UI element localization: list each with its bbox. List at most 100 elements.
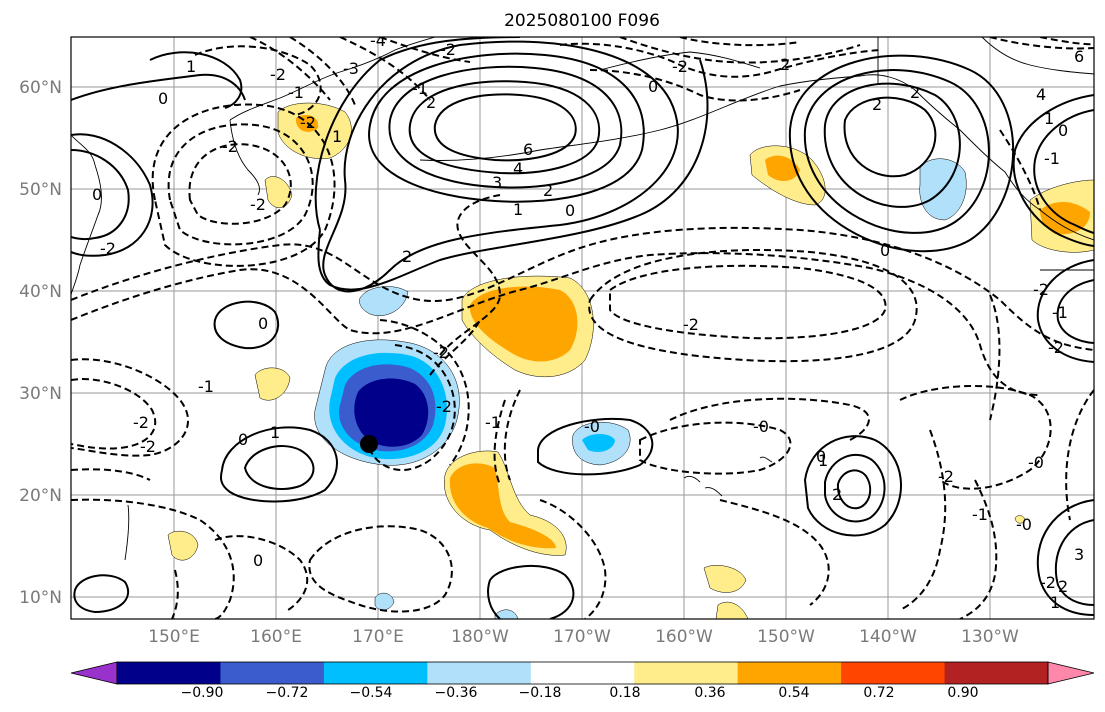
contour-label: 2 <box>402 247 412 266</box>
lat-label: 60°N <box>19 78 62 98</box>
contour-label: -0 <box>1016 515 1032 534</box>
contour-label: 0 <box>92 185 102 204</box>
contour-label: 0 <box>565 201 575 220</box>
contour-label: -2 <box>672 57 688 76</box>
colorbar <box>70 661 1095 685</box>
contour-label: -0 <box>1028 453 1044 472</box>
contour-label: 4 <box>1036 85 1046 104</box>
colorbar-tick-label: 0.72 <box>863 685 894 701</box>
latitude-labels: 60°N 50°N 40°N 30°N 20°N 10°N <box>19 78 62 608</box>
colorbar-segment <box>530 662 635 684</box>
colorbar-tick-label: 0.90 <box>947 685 978 701</box>
colorbar-segment <box>117 662 221 684</box>
negative-contours <box>71 37 1094 619</box>
contour-label: -1 <box>1052 303 1068 322</box>
contour-label: -2 <box>1040 573 1056 592</box>
lon-label: 180°W <box>451 627 509 647</box>
contour-label: 2 <box>780 55 790 74</box>
contour-label: -2 <box>140 437 156 456</box>
contour-label: -1 <box>198 377 214 396</box>
contour-label: -2 <box>300 113 316 132</box>
contour-label: -2 <box>100 239 116 258</box>
contour-label: -2 <box>440 40 456 59</box>
contour-label: -2 <box>270 65 286 84</box>
contour-label: -4 <box>370 31 386 50</box>
lon-label: 170°E <box>352 627 404 647</box>
contour-label: -1 <box>288 83 304 102</box>
contour-label: 2 <box>872 95 882 114</box>
contour-label: -2 <box>436 397 452 416</box>
contour-label: -3 <box>343 59 359 78</box>
contour-label: -2 <box>433 343 449 362</box>
colorbar-tick-label: −0.72 <box>266 685 309 701</box>
lon-label: 170°W <box>553 627 611 647</box>
colorbar-tick-label: −0.36 <box>435 685 478 701</box>
contour-label: -2 <box>938 467 954 486</box>
colorbar-tick-label: 0.36 <box>694 685 725 701</box>
lon-label: 160°W <box>655 627 713 647</box>
map-frame <box>70 36 1095 620</box>
contour-label: -2 <box>1033 280 1049 299</box>
colorbar-segment <box>427 662 532 684</box>
contour-label: 0 <box>648 77 658 96</box>
positive-contours <box>71 37 1094 619</box>
colorbar-frame <box>116 661 1049 685</box>
contour-label: 1 <box>818 451 828 470</box>
lon-label: 130°W <box>961 627 1019 647</box>
colorbar-tick-label: −0.54 <box>350 685 393 701</box>
contour-label: -0 <box>584 417 600 436</box>
lon-label: 160°E <box>250 627 302 647</box>
contour-label: -0 <box>753 417 769 436</box>
colorbar-tick-label: 0.54 <box>778 685 809 701</box>
colorbar-segment <box>944 662 1049 684</box>
colorbar-segment <box>634 662 739 684</box>
lon-label: 150°E <box>148 627 200 647</box>
contour-label: -2 <box>133 413 149 432</box>
contour-label: 1 <box>1050 593 1060 612</box>
contour-label: 0 <box>258 314 268 333</box>
contour-label: 1 <box>332 127 342 146</box>
colorbar-tick-label: −0.18 <box>519 685 562 701</box>
contour-label: 0 <box>816 447 826 466</box>
contour-label: 1 <box>270 423 280 442</box>
colorbar-segment <box>323 662 428 684</box>
plot-title: 2025080100 F096 <box>504 11 660 31</box>
colorbar-segment <box>841 662 946 684</box>
contour-label: -2 <box>683 315 699 334</box>
contour-label: -1 <box>972 505 988 524</box>
contour-label: -1 <box>412 79 428 98</box>
contour-label: -2 <box>250 195 266 214</box>
lon-label: 140°W <box>859 627 917 647</box>
contour-label: 3 <box>492 173 502 192</box>
colorbar-extend-low <box>70 661 118 685</box>
contour-label: 6 <box>523 140 533 159</box>
contour-label: 2 <box>426 93 436 112</box>
contour-label: 2 <box>543 181 553 200</box>
lat-label: 20°N <box>19 486 62 506</box>
lat-label: 10°N <box>19 588 62 608</box>
colorbar-segment <box>737 662 842 684</box>
colorbar-tick-label: −0.90 <box>181 685 224 701</box>
contour-label: -1 <box>1044 149 1060 168</box>
colorbar-extend-high <box>1047 661 1095 685</box>
contour-label: -2 <box>222 137 238 156</box>
longitude-labels: 150°E 160°E 170°E 180°W 170°W 160°W 150°… <box>148 627 1019 647</box>
contour-labels: -4 -2 -2 -3 -1 -1 1 0 2 -2 -2 1 -2 2 0 6… <box>92 31 1084 612</box>
contour-label: 6 <box>1074 47 1084 66</box>
contour-label: 0 <box>253 551 263 570</box>
contour-label: 4 <box>513 159 523 178</box>
lon-label: 150°W <box>757 627 815 647</box>
contour-label: 1 <box>1044 109 1054 128</box>
contour-label: 3 <box>1074 545 1084 564</box>
shaded-anomaly-fields <box>167 102 1094 619</box>
map-area: -4 -2 -2 -3 -1 -1 1 0 2 -2 -2 1 -2 2 0 6… <box>71 31 1094 619</box>
contour-label: 0 <box>880 241 890 260</box>
colorbar-tick-labels: −0.90 −0.72 −0.54 −0.36 −0.18 0.18 0.36 … <box>181 685 979 701</box>
storm-center-marker <box>360 435 378 453</box>
lat-label: 50°N <box>19 180 62 200</box>
contour-label: 0 <box>1058 121 1068 140</box>
colorbar-tick-label: 0.18 <box>609 685 640 701</box>
contour-label: 1 <box>186 57 196 76</box>
contour-label: 0 <box>238 430 248 449</box>
